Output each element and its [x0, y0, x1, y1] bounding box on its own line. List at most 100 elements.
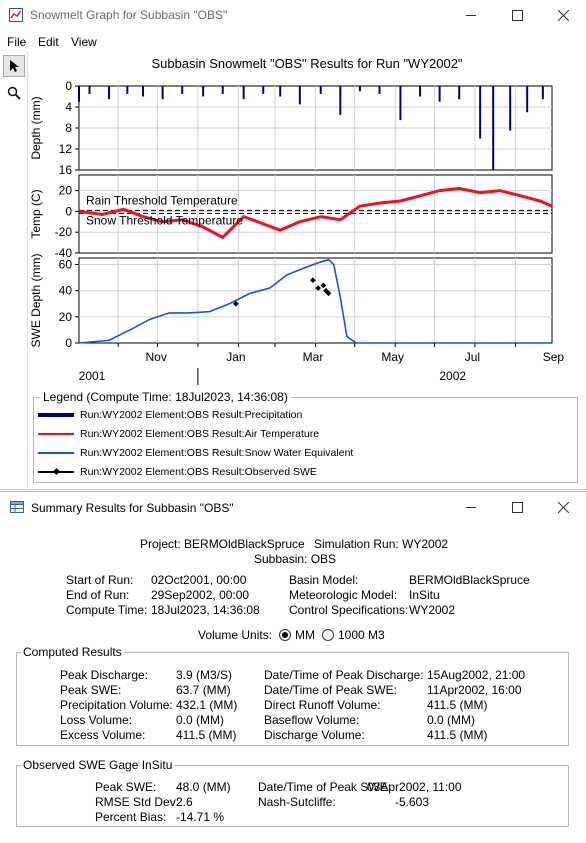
baseflow-volume-value: 0.0 (MM) — [427, 713, 475, 727]
basin-model-label: Basin Model: — [289, 573, 359, 587]
excess-volume-value: 411.5 (MM) — [176, 728, 237, 742]
legend-label: Run:WY2002 Element:OBS Result:Air Temper… — [80, 428, 320, 440]
observed-swe-point — [325, 290, 332, 297]
y-tick-label: 0 — [65, 204, 72, 218]
minimize-button[interactable] — [448, 0, 494, 31]
peak-swe-label: Peak SWE: — [60, 683, 122, 697]
legend-label: Run:WY2002 Element:OBS Result:Snow Water… — [80, 447, 354, 459]
snowmelt-chart: 0 4 8 12 16 Depth (mm) 20 0 -20 -40 Temp (C) Rain T… — [29, 79, 565, 385]
legend-entry: Run:WY2002 Element:OBS Result:Observed S… — [38, 464, 317, 480]
y-tick-label: 20 — [59, 310, 73, 324]
compute-time-label: Compute Time: — [66, 603, 148, 617]
loss-volume-value: 0.0 (MM) — [176, 713, 224, 727]
y-tick-label: 60 — [59, 258, 73, 272]
legend-entry: Run:WY2002 Element:OBS Result:Air Temper… — [38, 426, 319, 442]
units-1000m3-label: 1000 M3 — [338, 628, 385, 642]
legend-label: Run:WY2002 Element:OBS Result:Observed S… — [80, 466, 317, 478]
legend-swatch — [38, 429, 74, 439]
excess-volume-label: Excess Volume: — [60, 728, 146, 742]
menu-file[interactable]: File — [7, 35, 27, 49]
legend-title: Legend (Compute Time: 18Jul2023, 14:36:0… — [40, 390, 291, 404]
compute-time-value: 18Jul2023, 14:36:08 — [151, 603, 260, 617]
y-tick-label: 8 — [65, 121, 72, 135]
direct-runoff-volume-value: 411.5 (MM) — [427, 698, 488, 712]
close-button[interactable] — [540, 0, 586, 31]
precipitation-volume-label: Precipitation Volume: — [60, 698, 173, 712]
legend-swatch — [38, 467, 74, 477]
summary-maximize-button[interactable] — [494, 492, 540, 523]
legend-box — [33, 397, 578, 483]
discharge-volume-label: Discharge Volume: — [264, 728, 365, 742]
pointer-arrow-icon — [10, 60, 19, 72]
minimize-icon — [465, 507, 476, 508]
peak-discharge-label: Peak Discharge: — [60, 668, 149, 682]
menu-view[interactable]: View — [71, 35, 97, 49]
graph-title-bar: Snowmelt Graph for Subbasin "OBS" — [0, 0, 586, 31]
units-1000m3-radio[interactable] — [322, 629, 334, 641]
summary-window-title: Summary Results for Subbasin "OBS" — [31, 501, 234, 515]
observed-swe-point — [315, 285, 321, 291]
y-tick-label: 20 — [59, 184, 73, 198]
units-mm-radio[interactable] — [279, 629, 291, 641]
computed-results-group — [16, 652, 569, 746]
legend-swatch — [38, 410, 74, 420]
legend-label: Run:WY2002 Element:OBS Result:Precipitat… — [80, 409, 303, 421]
snowmelt-graph-window: Snowmelt Graph for Subbasin "OBS" File E… — [0, 0, 586, 490]
graph-window-title: Snowmelt Graph for Subbasin "OBS" — [30, 8, 228, 22]
y-tick-label: 12 — [59, 142, 73, 156]
peak-discharge-time-label: Date/Time of Peak Discharge: — [264, 668, 424, 682]
x-tick-label: Sep — [543, 350, 565, 364]
summary-close-button[interactable] — [540, 492, 586, 523]
observed-swe-point — [320, 282, 327, 289]
legend-entry: Run:WY2002 Element:OBS Result:Snow Water… — [38, 445, 353, 461]
swe-line — [78, 258, 552, 344]
end-of-run-label: End of Run: — [66, 588, 130, 602]
rmse-std-dev-label: RMSE Std Dev: — [95, 795, 180, 809]
x-tick-label: Mar — [303, 350, 324, 364]
close-icon — [557, 10, 569, 21]
y-tick-label: 40 — [59, 284, 73, 298]
summary-minimize-button[interactable] — [448, 492, 494, 523]
discharge-volume-value: 411.5 (MM) — [427, 728, 488, 742]
nash-sutcliffe-value: -5.603 — [395, 795, 430, 809]
simulation-run-label: Simulation Run: WY2002 — [314, 537, 449, 551]
summary-title-bar: Summary Results for Subbasin "OBS" — [0, 492, 586, 523]
peak-discharge-time-value: 15Aug2002, 21:00 — [427, 668, 526, 682]
observed-peak-swe-value: 48.0 (MM) — [176, 780, 231, 794]
observed-swe-title: Observed SWE Gage InSitu — [21, 758, 175, 772]
observed-peak-swe-label: Peak SWE: — [95, 780, 157, 794]
zoom-tool-button[interactable] — [3, 82, 25, 104]
graph-window-icon — [9, 8, 23, 22]
loss-volume-label: Loss Volume: — [60, 713, 133, 727]
year-label-2001: 2001 — [79, 369, 106, 383]
percent-bias-label: Percent Bias: — [95, 810, 167, 824]
observed-peak-swe-time-label: Date/Time of Peak SWE: — [258, 780, 391, 794]
precipitation-volume-value: 432.1 (MM) — [176, 698, 238, 712]
close-icon — [557, 502, 569, 513]
y-axis-label: SWE Depth (mm) — [29, 253, 43, 347]
observed-swe-point — [232, 300, 239, 307]
temperature-line — [78, 187, 553, 240]
observed-peak-swe-time-value: 03Apr2002, 11:00 — [367, 780, 462, 794]
snow-threshold-label: Snow Threshold Temperature — [86, 213, 243, 227]
y-tick-label: 4 — [65, 100, 72, 114]
maximize-button[interactable] — [494, 0, 540, 31]
start-of-run-label: Start of Run: — [66, 573, 134, 587]
magnifier-icon — [7, 86, 21, 100]
year-label-2002: 2002 — [439, 369, 466, 383]
basin-model-value: BERMOldBlackSpruce — [409, 573, 530, 587]
menu-bar: File Edit View — [0, 32, 586, 52]
y-tick-label: 0 — [65, 336, 72, 350]
x-tick-label: Nov — [146, 350, 167, 364]
observed-swe-group — [16, 765, 569, 827]
x-tick-label: Jul — [465, 350, 480, 364]
y-axis-label: Temp (C) — [29, 189, 43, 238]
computed-results-title: Computed Results — [21, 645, 124, 659]
menu-edit[interactable]: Edit — [38, 35, 59, 49]
y-axis-label: Depth (mm) — [29, 96, 43, 159]
rmse-std-dev-value: 2.6 — [176, 795, 193, 809]
chart-title: Subbasin Snowmelt "OBS" Results for Run … — [151, 56, 463, 71]
nash-sutcliffe-label: Nash-Sutcliffe: — [258, 795, 336, 809]
select-tool-button[interactable] — [3, 55, 25, 77]
peak-swe-time-value: 11Apr2002, 16:00 — [427, 683, 522, 697]
